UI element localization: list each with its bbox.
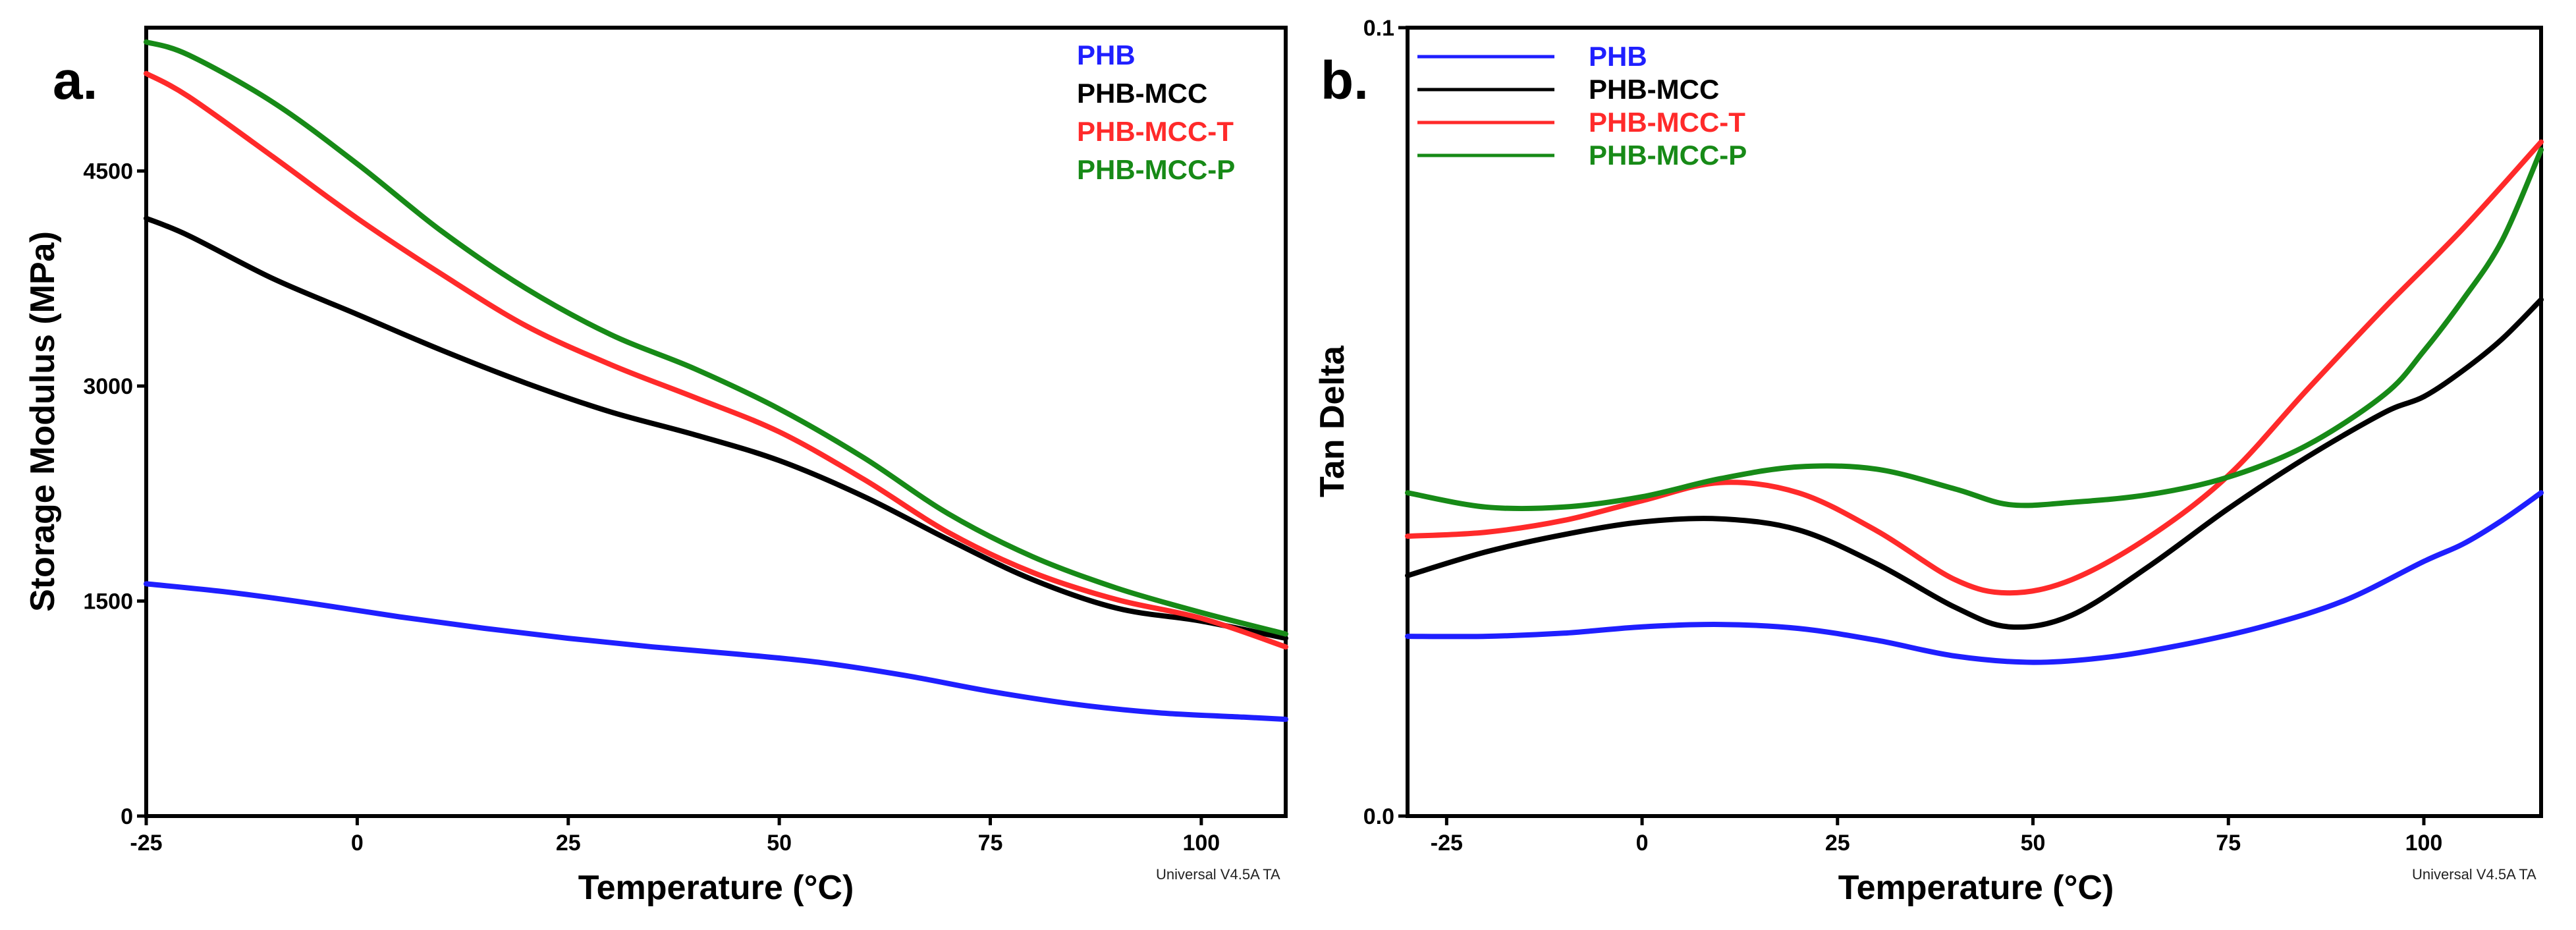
panel-a-y-ticks: 0 1500 3000 4500 [83, 159, 146, 829]
panel-a-x-ticks: -25 0 25 50 75 100 [130, 816, 1220, 856]
series-line-phb-mcc [144, 215, 1288, 642]
panel-b-tan-delta: b. -25 0 25 50 75 100 0.00.1 PHBPHB-MCCPHB-MC… [1313, 16, 2544, 907]
legend-label-phb: PHB [1077, 40, 1136, 70]
legend-label-phb-mcc: PHB-MCC [1589, 74, 1719, 105]
legend-label-phb: PHB [1589, 41, 1647, 72]
x-tick-label: 0 [351, 831, 364, 856]
panel-b-x-axis-title: Temperature (°C) [1838, 869, 2114, 907]
panel-b-series-group [1405, 139, 2544, 665]
series-line-phb-mcc-p [1405, 147, 2544, 512]
series-line-phb-mcc-t [1405, 139, 2544, 596]
x-tick-label: 50 [2021, 831, 2046, 856]
panel-a-x-axis-title: Temperature (°C) [578, 869, 854, 907]
x-tick-label: 25 [556, 831, 581, 856]
y-tick-label: 3000 [83, 374, 133, 399]
x-tick-label: 50 [767, 831, 792, 856]
panel-a-legend: PHB PHB-MCC PHB-MCC-T PHB-MCC-P [1077, 40, 1235, 185]
y-tick-label: 0 [121, 804, 133, 829]
legend-label-phb-mcc-t: PHB-MCC-T [1589, 107, 1745, 138]
panel-a-plot-frame [144, 26, 1288, 818]
series-line-phb-mcc [1405, 297, 2544, 630]
x-tick-label: 75 [978, 831, 1003, 856]
panel-a-series-group [144, 39, 1288, 723]
legend-label-phb-mcc-t: PHB-MCC-T [1077, 116, 1234, 147]
panel-b-plot-frame [1406, 26, 2543, 818]
x-tick-label: -25 [1431, 831, 1463, 856]
x-tick-label: -25 [130, 831, 162, 856]
panel-b-y-axis-title: Tan Delta [1313, 345, 1352, 497]
panel-a-watermark: Universal V4.5A TA [1156, 866, 1280, 883]
x-tick-label: 75 [2216, 831, 2241, 856]
series-line-phb [1405, 490, 2544, 665]
panel-b-x-ticks: -25 0 25 50 75 100 [1431, 816, 2443, 856]
series-line-phb-mcc-t [144, 70, 1288, 650]
x-tick-label: 25 [1825, 831, 1850, 856]
panel-a-y-axis-title: Storage Modulus (MPa) [24, 231, 62, 612]
panel-b-y-ticks: 0.0 0.1 [1363, 16, 1408, 829]
legend-label-phb-mcc-p: PHB-MCC-P [1589, 140, 1747, 171]
y-tick-label: 4500 [83, 159, 133, 184]
x-tick-label: 100 [2405, 831, 2443, 856]
x-tick-label: 100 [1182, 831, 1220, 856]
legend-label-phb-mcc-p: PHB-MCC-P [1077, 154, 1235, 185]
y-tick-label: 1500 [83, 589, 133, 615]
panel-b-letter: b. [1321, 51, 1369, 111]
x-tick-label: 0 [1636, 831, 1649, 856]
y-tick-label: 0.0 [1363, 804, 1394, 829]
panel-b-watermark: Universal V4.5A TA [2412, 866, 2536, 883]
y-tick-label: 0.1 [1363, 16, 1394, 41]
series-line-phb-mcc-p [144, 39, 1288, 637]
legend-label-phb-mcc: PHB-MCC [1077, 78, 1207, 109]
panel-a-letter: a. [53, 51, 97, 111]
series-line-phb [144, 581, 1288, 723]
